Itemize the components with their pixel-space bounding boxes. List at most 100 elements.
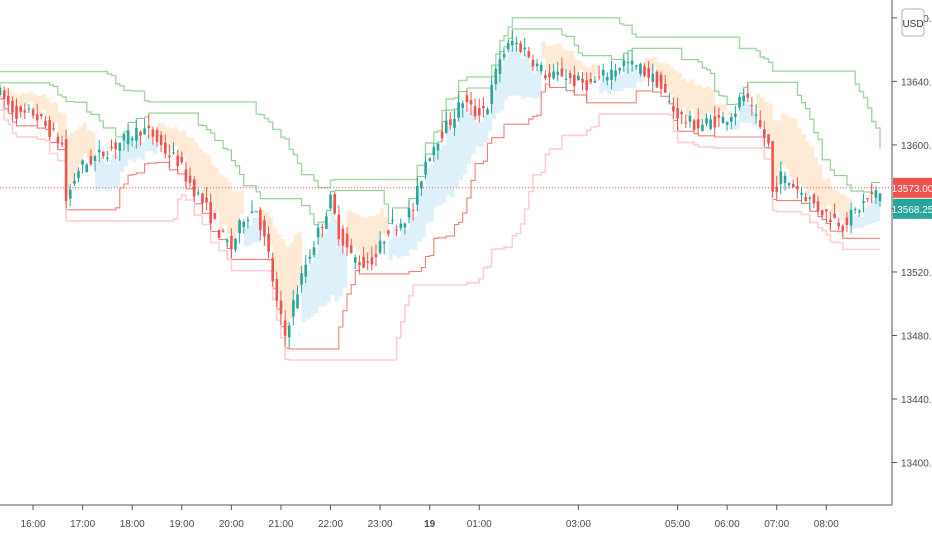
candle: [209, 193, 212, 230]
cloud-segment: [739, 103, 744, 123]
candle: [779, 161, 783, 195]
candle: [31, 107, 35, 119]
candle-body: [515, 42, 518, 45]
cloud-segment: [206, 155, 211, 197]
candle: [378, 231, 382, 255]
cloud-segment: [417, 192, 422, 242]
cloud-segment: [702, 87, 707, 119]
candle: [416, 178, 419, 212]
candle: [829, 211, 832, 230]
candle: [655, 69, 659, 88]
candle-body: [271, 258, 274, 282]
candle-body: [382, 242, 386, 244]
candle: [453, 110, 456, 137]
cloud-segment: [347, 210, 352, 242]
candle-body: [56, 136, 60, 144]
cloud-segment: [12, 93, 17, 107]
candle-body: [878, 193, 882, 202]
cloud-segment: [607, 83, 612, 94]
candle: [473, 98, 477, 120]
candle: [19, 105, 22, 118]
candle-body: [77, 170, 80, 179]
candle: [639, 62, 642, 77]
cloud-segment: [706, 86, 711, 112]
candle-body: [610, 69, 613, 80]
candle: [783, 171, 787, 191]
candle-body: [250, 211, 254, 213]
cloud-segment: [148, 134, 154, 151]
candle: [825, 209, 828, 222]
candle-body: [829, 219, 832, 222]
cloud-segment: [123, 140, 129, 167]
candle-body: [254, 211, 258, 213]
candle: [387, 229, 390, 237]
candle-body: [11, 100, 14, 113]
candle: [713, 106, 717, 136]
candle: [246, 216, 250, 229]
candle: [845, 211, 849, 232]
candle: [164, 134, 167, 159]
cloud-segment: [690, 79, 695, 110]
cloud-segment: [603, 76, 608, 92]
candle: [837, 218, 840, 231]
candle: [853, 207, 857, 214]
cloud-segment: [681, 78, 687, 108]
candle: [730, 113, 733, 130]
candle-body: [122, 133, 126, 141]
candle-body: [155, 129, 159, 143]
candle: [787, 182, 791, 189]
candle: [395, 224, 398, 237]
candle: [862, 193, 865, 213]
candle: [874, 186, 878, 204]
candle: [478, 98, 481, 123]
candle-body: [564, 78, 568, 80]
candle-body: [684, 122, 688, 124]
candle: [527, 46, 531, 59]
cloud-segment: [838, 193, 844, 221]
cloud-segment: [859, 216, 864, 229]
candle: [618, 67, 621, 75]
candle-body: [742, 95, 745, 102]
candle-body: [577, 75, 580, 81]
candle-body: [593, 80, 597, 83]
candle-body: [143, 128, 146, 135]
candle-body: [40, 114, 43, 117]
candle: [184, 162, 188, 188]
candle: [341, 225, 345, 254]
candle: [420, 180, 423, 197]
candle: [201, 192, 204, 212]
cloud-segment: [570, 51, 575, 72]
candle: [738, 94, 741, 111]
time-axis[interactable]: 16:00 17:00 18:00 19:00 20:00 21:00 22:00 23:00…: [21, 505, 840, 530]
cloud-segment: [652, 57, 658, 68]
candle-body: [535, 63, 539, 67]
candle-body: [688, 115, 692, 122]
cloud-segment: [285, 246, 290, 330]
candle-body: [411, 209, 415, 211]
candle: [878, 193, 882, 207]
candle: [585, 72, 588, 102]
candle: [622, 54, 626, 73]
candle-body: [478, 108, 481, 116]
candle-body: [242, 221, 246, 227]
candle: [515, 36, 518, 52]
candle: [2, 86, 6, 108]
candle-body: [238, 220, 241, 234]
candle-body: [2, 90, 6, 99]
price-axis[interactable]: 13680.0013640.0013600.0013560.0013520.00…: [892, 14, 932, 470]
currency-button[interactable]: USD: [901, 8, 925, 37]
candle-body: [403, 223, 407, 228]
candle-body: [597, 76, 601, 78]
candle-body: [354, 257, 357, 263]
candle-body: [110, 147, 113, 149]
candle: [312, 240, 316, 258]
candle-body: [783, 175, 787, 183]
cloud-segment: [136, 134, 141, 158]
candle-body: [539, 64, 543, 72]
cloud-segment: [541, 41, 546, 59]
price-tag-label: 13573.00: [892, 184, 932, 195]
cloud-segment: [632, 67, 637, 88]
candle: [461, 100, 464, 118]
